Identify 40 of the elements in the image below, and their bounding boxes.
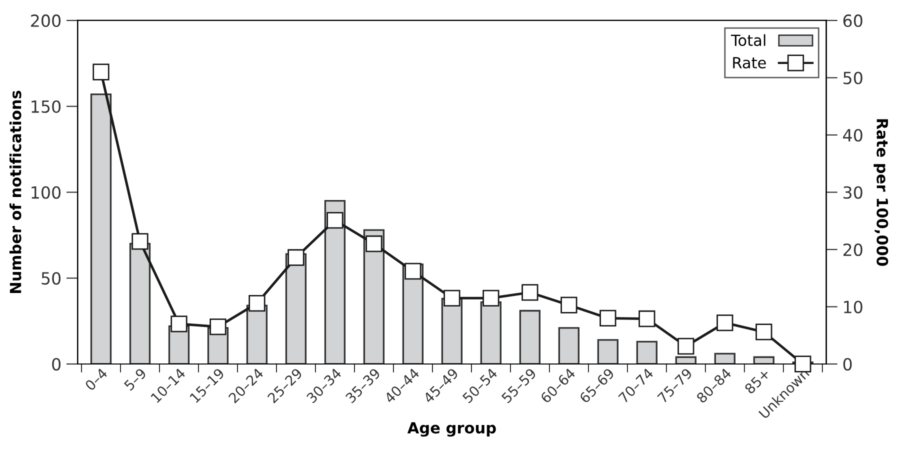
point: [248, 294, 266, 312]
bar: [519, 310, 541, 364]
bar: [480, 301, 502, 364]
bar: [753, 356, 774, 364]
y-tick-label: 200: [31, 14, 61, 28]
point: [404, 262, 422, 280]
y2-tick-label: 60: [843, 14, 862, 28]
point: [170, 316, 188, 332]
y-tick-label: 150: [32, 100, 61, 113]
point: [132, 233, 148, 250]
point: [288, 249, 304, 266]
y2-tick-label: 30: [844, 186, 862, 199]
point: [366, 235, 382, 252]
y2-tick-label: 20: [843, 243, 862, 256]
x-axis-title: Age group: [407, 422, 496, 437]
legend-label: Total: [730, 34, 766, 46]
point: [444, 290, 460, 306]
bar: [675, 356, 696, 364]
y2-tick-label: 40: [843, 128, 862, 142]
point: [326, 212, 344, 229]
point: [210, 318, 226, 336]
y-tick-label: 0: [52, 358, 61, 371]
y2-tick-label: 10: [844, 300, 862, 314]
bar: [597, 339, 618, 364]
bar: [129, 242, 151, 364]
y2-axis-title: Rate per 100,000: [874, 119, 888, 266]
bar: [636, 340, 658, 364]
point: [482, 290, 500, 306]
y2-tick-label: 50: [844, 72, 862, 84]
bar: [558, 327, 580, 364]
bar: [324, 200, 346, 364]
y-axis-title: Number of notifications: [9, 90, 22, 294]
legend-label: Rate: [733, 57, 766, 68]
x-tick-label: 5–9: [124, 368, 147, 392]
x-tick-label: 0–4: [84, 368, 108, 392]
bar: [90, 94, 112, 364]
y-tick-label: 100: [32, 186, 61, 199]
bar: [714, 352, 736, 364]
y-tick-label: 50: [42, 272, 61, 285]
y2-tick-label: 0: [843, 358, 852, 371]
